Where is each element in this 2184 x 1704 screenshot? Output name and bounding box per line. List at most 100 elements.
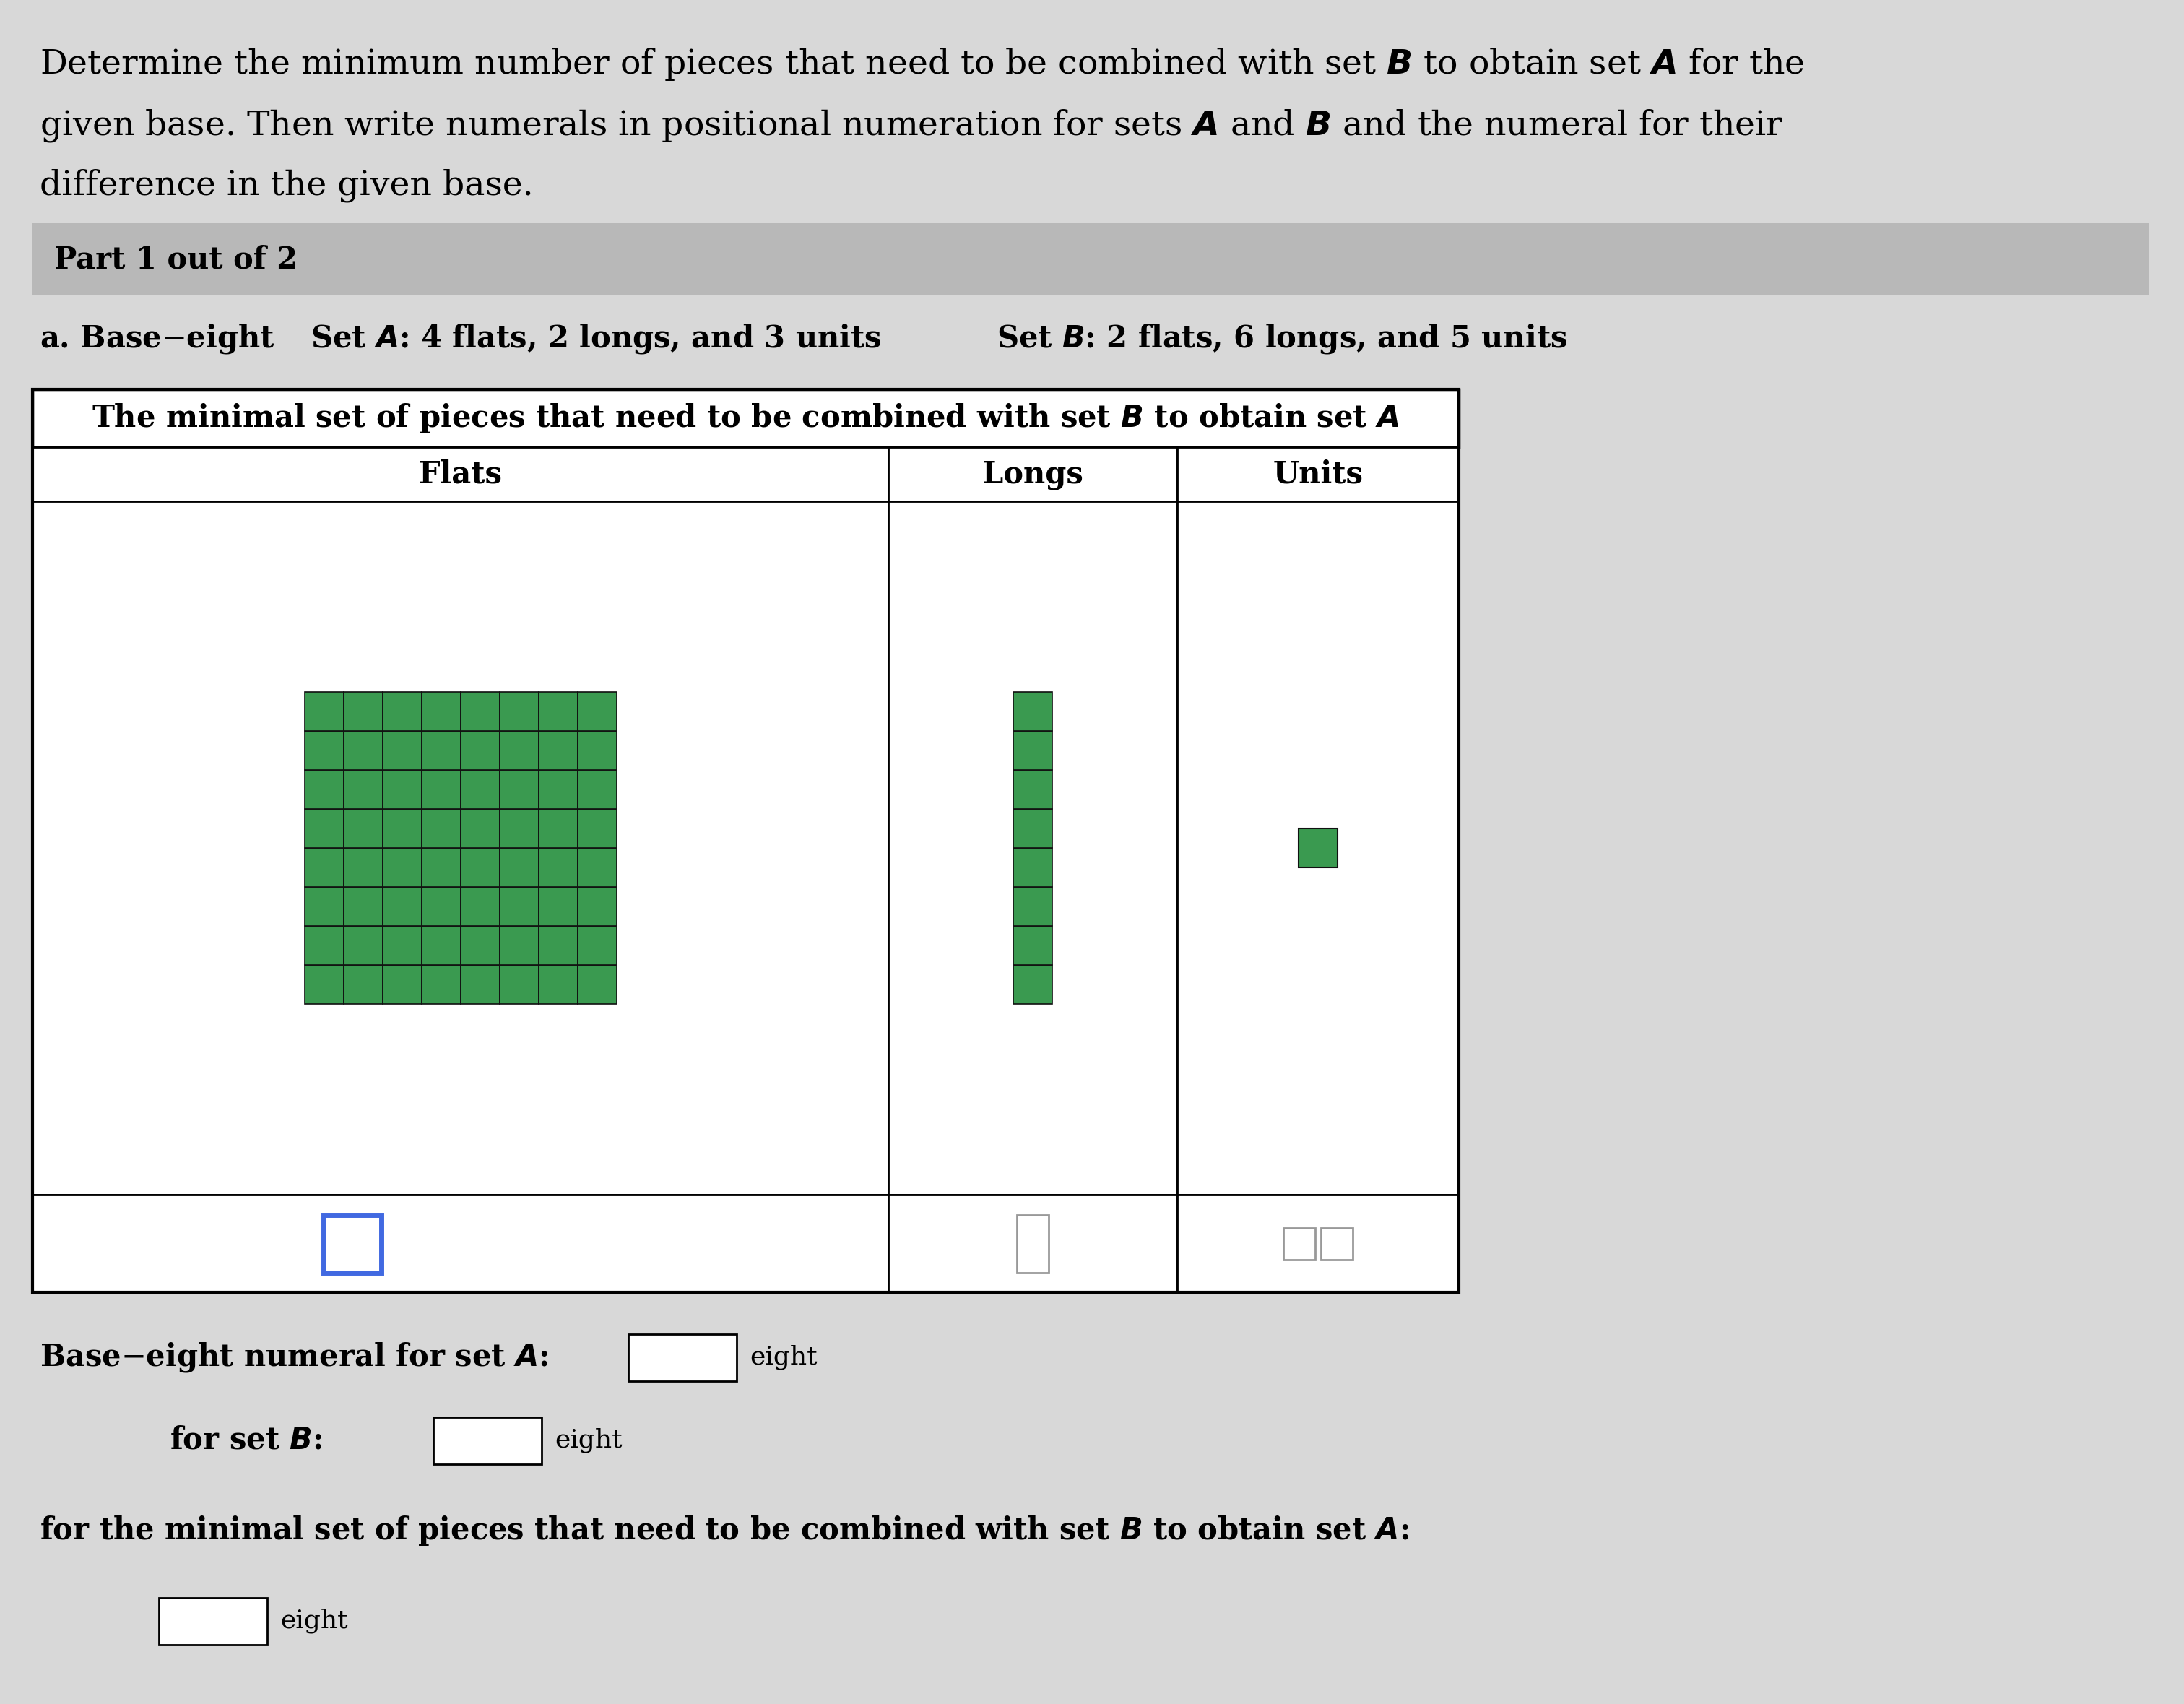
Bar [461, 692, 500, 731]
Bar [304, 809, 343, 849]
Bar [304, 731, 343, 770]
Bar [461, 925, 500, 964]
Text: for the minimal set of pieces that need to be combined with set $\bfit{B}$ to ob: for the minimal set of pieces that need … [39, 1515, 1409, 1547]
Bar [304, 888, 343, 925]
Bar [461, 731, 500, 770]
Bar [889, 446, 1177, 501]
Bar [382, 731, 422, 770]
Bar [343, 692, 382, 731]
Bar [461, 849, 500, 888]
Text: Set $\bfit{A}$: 4 flats, 2 longs, and 3 units: Set $\bfit{A}$: 4 flats, 2 longs, and 3 … [310, 322, 882, 356]
Bar [539, 692, 577, 731]
Bar [500, 692, 539, 731]
Bar [382, 964, 422, 1004]
Bar [422, 964, 461, 1004]
Bar [422, 692, 461, 731]
Bar [500, 809, 539, 849]
Bar [1177, 1195, 1459, 1292]
Text: Set $\bfit{B}$: 2 flats, 6 longs, and 5 units: Set $\bfit{B}$: 2 flats, 6 longs, and 5 … [996, 322, 1568, 356]
Bar [343, 809, 382, 849]
Bar [343, 731, 382, 770]
Bar [461, 964, 500, 1004]
Bar [500, 849, 539, 888]
Bar [343, 964, 382, 1004]
Bar [500, 964, 539, 1004]
Text: given base. Then write numerals in positional numeration for sets $\bfit{A}$ and: given base. Then write numerals in posit… [39, 107, 1784, 143]
Bar [422, 731, 461, 770]
Bar [577, 964, 616, 1004]
Bar [500, 770, 539, 809]
Bar [539, 888, 577, 925]
Text: for set $\bfit{B}$:: for set $\bfit{B}$: [170, 1425, 323, 1455]
Bar [382, 888, 422, 925]
Bar [1018, 1215, 1048, 1273]
Text: The minimal set of pieces that need to be combined with set $\bfit{B}$ to obtain: The minimal set of pieces that need to b… [92, 402, 1400, 435]
Text: Determine the minimum number of pieces that need to be combined with set $\bfit{: Determine the minimum number of pieces t… [39, 46, 1804, 82]
Bar [422, 849, 461, 888]
Bar [539, 849, 577, 888]
Bar [1013, 770, 1053, 809]
Bar [382, 770, 422, 809]
Bar [577, 731, 616, 770]
Bar [1177, 446, 1459, 501]
Bar [422, 888, 461, 925]
Bar [382, 692, 422, 731]
Bar [304, 925, 343, 964]
Bar [432, 1416, 542, 1464]
Bar [382, 925, 422, 964]
Text: Units: Units [1273, 458, 1363, 489]
Bar [323, 1215, 380, 1273]
Bar [539, 809, 577, 849]
Bar [1013, 849, 1053, 888]
Bar [33, 223, 2149, 295]
Bar [1177, 501, 1459, 1195]
Bar [1299, 828, 1337, 867]
Text: eight: eight [749, 1344, 817, 1370]
Bar [1282, 1227, 1315, 1259]
Bar [1013, 888, 1053, 925]
Text: eight: eight [555, 1428, 622, 1454]
Text: Longs: Longs [983, 458, 1083, 489]
Bar [159, 1597, 266, 1644]
Text: a. Base$-$eight: a. Base$-$eight [39, 322, 275, 356]
Bar [889, 501, 1177, 1195]
Bar [461, 888, 500, 925]
Bar [1321, 1227, 1354, 1259]
Bar [1013, 731, 1053, 770]
Bar [577, 849, 616, 888]
Bar [539, 964, 577, 1004]
Bar [500, 888, 539, 925]
Bar [500, 731, 539, 770]
Bar [33, 1195, 889, 1292]
Bar [1013, 692, 1053, 731]
Bar [422, 770, 461, 809]
Bar [539, 925, 577, 964]
Bar [577, 888, 616, 925]
Bar [33, 389, 1459, 1292]
Bar [889, 1195, 1177, 1292]
Bar [33, 501, 889, 1195]
Bar [343, 888, 382, 925]
Bar [577, 809, 616, 849]
Bar [577, 692, 616, 731]
Text: Part 1 out of 2: Part 1 out of 2 [55, 244, 297, 274]
Bar [1013, 964, 1053, 1004]
Bar [382, 809, 422, 849]
Bar [304, 964, 343, 1004]
Bar [422, 809, 461, 849]
Bar [343, 849, 382, 888]
Bar [1013, 925, 1053, 964]
Bar [629, 1334, 736, 1380]
Bar [461, 770, 500, 809]
Text: difference in the given base.: difference in the given base. [39, 169, 533, 203]
Bar [33, 446, 889, 501]
Bar [539, 731, 577, 770]
Bar [500, 925, 539, 964]
Bar [461, 809, 500, 849]
Text: Flats: Flats [419, 458, 502, 489]
Bar [577, 925, 616, 964]
Bar [382, 849, 422, 888]
Text: Base$-$eight numeral for set $\bfit{A}$:: Base$-$eight numeral for set $\bfit{A}$: [39, 1341, 548, 1373]
Bar [33, 389, 1459, 446]
Bar [304, 849, 343, 888]
